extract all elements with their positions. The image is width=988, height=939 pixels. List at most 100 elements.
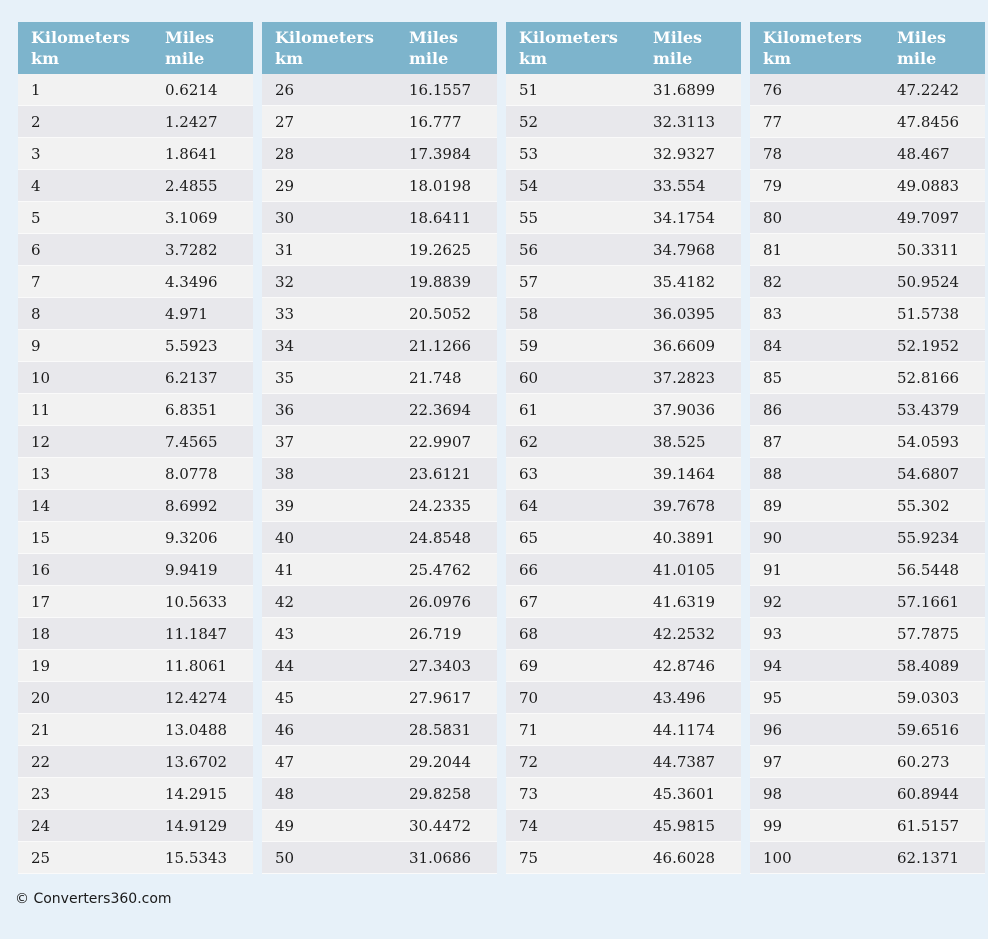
table-row: 70 43.496 bbox=[506, 682, 741, 714]
copyright-text: © Converters360.com bbox=[15, 891, 172, 907]
km-value: 100 bbox=[763, 848, 792, 867]
miles-value: 4.971 bbox=[165, 304, 208, 323]
km-value: 96 bbox=[763, 720, 783, 739]
km-value: 78 bbox=[763, 144, 783, 163]
miles-header-label: Miles bbox=[653, 28, 703, 47]
km-value: 70 bbox=[519, 688, 539, 707]
table-row: 85 52.8166 bbox=[750, 362, 985, 394]
table-row: 42 26.0976 bbox=[262, 586, 497, 618]
table-row: 53 32.9327 bbox=[506, 138, 741, 170]
table-row: 30 18.6411 bbox=[262, 202, 497, 234]
table-row: 12 7.4565 bbox=[18, 426, 253, 458]
km-value: 58 bbox=[519, 304, 539, 323]
km-value: 20 bbox=[31, 688, 51, 707]
km-value: 13 bbox=[31, 464, 51, 483]
km-value: 95 bbox=[763, 688, 783, 707]
table-row: 40 24.8548 bbox=[262, 522, 497, 554]
km-value: 26 bbox=[275, 80, 295, 99]
km-value: 44 bbox=[275, 656, 295, 675]
table-row: 41 25.4762 bbox=[262, 554, 497, 586]
miles-value: 43.496 bbox=[653, 688, 706, 707]
table-row: 11 6.8351 bbox=[18, 394, 253, 426]
table-row: 82 50.9524 bbox=[750, 266, 985, 298]
miles-value: 31.6899 bbox=[653, 80, 716, 99]
km-value: 42 bbox=[275, 592, 295, 611]
km-value: 16 bbox=[31, 560, 51, 579]
table-row: 97 60.273 bbox=[750, 746, 985, 778]
miles-value: 49.7097 bbox=[897, 208, 960, 227]
miles-value: 5.5923 bbox=[165, 336, 218, 355]
km-value: 73 bbox=[519, 784, 539, 803]
table-row: 52 32.3113 bbox=[506, 106, 741, 138]
km-value: 77 bbox=[763, 112, 783, 131]
km-value: 64 bbox=[519, 496, 539, 515]
km-value: 18 bbox=[31, 624, 51, 643]
table-row: 80 49.7097 bbox=[750, 202, 985, 234]
miles-value: 21.1266 bbox=[409, 336, 472, 355]
km-value: 69 bbox=[519, 656, 539, 675]
km-value: 74 bbox=[519, 816, 539, 835]
table-row: 29 18.0198 bbox=[262, 170, 497, 202]
table-row: 20 12.4274 bbox=[18, 682, 253, 714]
miles-value: 59.0303 bbox=[897, 688, 960, 707]
table-row: 91 56.5448 bbox=[750, 554, 985, 586]
km-value: 40 bbox=[275, 528, 295, 547]
table-row: 79 49.0883 bbox=[750, 170, 985, 202]
miles-value: 34.1754 bbox=[653, 208, 716, 227]
km-value: 97 bbox=[763, 752, 783, 771]
conversion-table-76-100: Kilometers km Miles mile 76 47.2242 77 47.8… bbox=[750, 22, 985, 874]
table-row: 39 24.2335 bbox=[262, 490, 497, 522]
conversion-table-1-25: Kilometers km Miles mile 1 0.6214 2 1.2427 3… bbox=[18, 22, 253, 874]
miles-value: 27.3403 bbox=[409, 656, 472, 675]
miles-value: 23.6121 bbox=[409, 464, 472, 483]
table-row: 10 6.2137 bbox=[18, 362, 253, 394]
table-row: 73 45.3601 bbox=[506, 778, 741, 810]
miles-value: 51.5738 bbox=[897, 304, 960, 323]
miles-value: 18.0198 bbox=[409, 176, 472, 195]
miles-value: 55.302 bbox=[897, 496, 950, 515]
table-row: 6 3.7282 bbox=[18, 234, 253, 266]
km-unit-label: km bbox=[275, 49, 304, 68]
table-row: 61 37.9036 bbox=[506, 394, 741, 426]
table-row: 32 19.8839 bbox=[262, 266, 497, 298]
km-value: 24 bbox=[31, 816, 51, 835]
km-unit-label: km bbox=[31, 49, 60, 68]
miles-value: 55.9234 bbox=[897, 528, 960, 547]
miles-value: 62.1371 bbox=[897, 848, 960, 867]
miles-value: 6.2137 bbox=[165, 368, 218, 387]
km-unit-label: km bbox=[519, 49, 548, 68]
table-body: 76 47.2242 77 47.8456 78 48.467 79 49.0883 80 49.… bbox=[750, 74, 985, 874]
table-row: 62 38.525 bbox=[506, 426, 741, 458]
km-value: 34 bbox=[275, 336, 295, 355]
table-row: 72 44.7387 bbox=[506, 746, 741, 778]
km-value: 25 bbox=[31, 848, 51, 867]
km-value: 28 bbox=[275, 144, 295, 163]
km-value: 5 bbox=[31, 208, 41, 227]
km-value: 3 bbox=[31, 144, 41, 163]
table-row: 64 39.7678 bbox=[506, 490, 741, 522]
table-row: 33 20.5052 bbox=[262, 298, 497, 330]
table-row: 24 14.9129 bbox=[18, 810, 253, 842]
km-value: 88 bbox=[763, 464, 783, 483]
miles-column-header: Miles mile bbox=[165, 27, 253, 74]
km-value: 72 bbox=[519, 752, 539, 771]
km-value: 22 bbox=[31, 752, 51, 771]
km-value: 47 bbox=[275, 752, 295, 771]
conversion-table-26-50: Kilometers km Miles mile 26 16.1557 27 16.7… bbox=[262, 22, 497, 874]
table-row: 43 26.719 bbox=[262, 618, 497, 650]
table-row: 81 50.3311 bbox=[750, 234, 985, 266]
miles-value: 56.5448 bbox=[897, 560, 960, 579]
miles-value: 47.2242 bbox=[897, 80, 960, 99]
miles-header-label: Miles bbox=[409, 28, 459, 47]
km-value: 66 bbox=[519, 560, 539, 579]
miles-value: 30.4472 bbox=[409, 816, 472, 835]
table-row: 95 59.0303 bbox=[750, 682, 985, 714]
km-value: 27 bbox=[275, 112, 295, 131]
table-row: 35 21.748 bbox=[262, 362, 497, 394]
miles-value: 39.7678 bbox=[653, 496, 716, 515]
table-row: 3 1.8641 bbox=[18, 138, 253, 170]
table-row: 66 41.0105 bbox=[506, 554, 741, 586]
km-value: 49 bbox=[275, 816, 295, 835]
miles-value: 41.6319 bbox=[653, 592, 716, 611]
miles-value: 13.6702 bbox=[165, 752, 228, 771]
